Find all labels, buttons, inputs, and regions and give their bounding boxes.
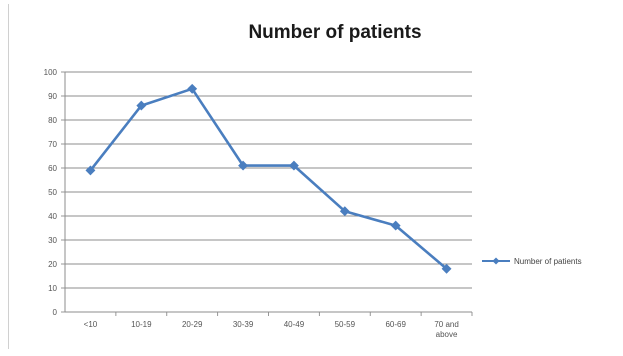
x-tick-label: 70 and — [434, 320, 458, 329]
legend-label: Number of patients — [514, 257, 582, 266]
data-point — [339, 206, 350, 217]
y-tick-label: 100 — [44, 68, 58, 77]
y-tick-label: 80 — [48, 116, 57, 125]
data-point — [288, 160, 299, 171]
x-tick-label: 20-29 — [182, 320, 203, 329]
y-tick-label: 30 — [48, 236, 57, 245]
legend-marker — [492, 257, 500, 265]
data-point — [238, 160, 249, 171]
series-line — [89, 87, 448, 270]
y-tick-label: 50 — [48, 188, 57, 197]
y-tick-label: 10 — [48, 284, 57, 293]
x-tick-label: 10-19 — [131, 320, 152, 329]
y-tick-label: 0 — [53, 308, 58, 317]
data-point — [136, 100, 147, 111]
chart-title: Number of patients — [248, 22, 422, 43]
x-tick-label: 50-59 — [335, 320, 356, 329]
x-tick-label: 40-49 — [284, 320, 305, 329]
x-tick-label-line2: above — [436, 330, 458, 339]
data-point — [187, 83, 198, 94]
y-tick-label: 40 — [48, 212, 57, 221]
x-tick-label: 60-69 — [385, 320, 406, 329]
data-point — [441, 263, 452, 274]
y-tick-label: 20 — [48, 260, 57, 269]
y-tick-label: 70 — [48, 140, 57, 149]
data-point — [85, 165, 96, 176]
data-point — [390, 220, 401, 231]
x-tick-label: 30-39 — [233, 320, 254, 329]
y-tick-label: 90 — [48, 92, 57, 101]
left-divider — [8, 4, 9, 349]
y-tick-label: 60 — [48, 164, 57, 173]
x-tick-label: <10 — [84, 320, 98, 329]
